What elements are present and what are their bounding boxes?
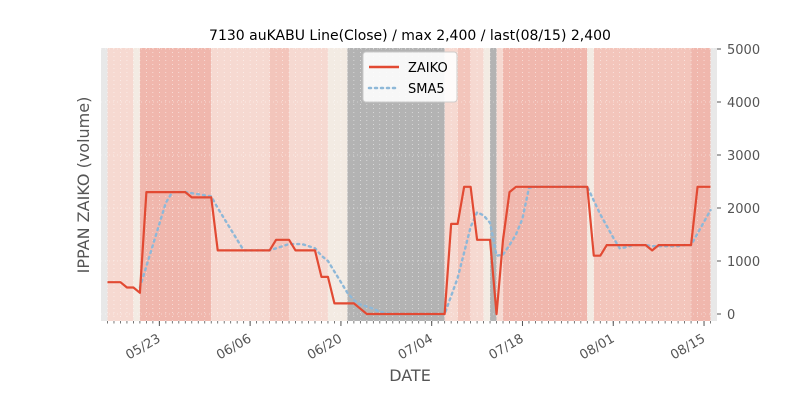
y-tick-label: 4000 bbox=[727, 96, 760, 111]
y-axis-ticks: 0 1000 2000 3000 4000 5000 bbox=[717, 43, 760, 323]
y-tick-label: 3000 bbox=[727, 149, 760, 164]
x-axis-label: DATE bbox=[389, 366, 431, 385]
background-band-18 bbox=[691, 48, 711, 321]
background-band-4 bbox=[211, 48, 270, 321]
background-band-12 bbox=[483, 48, 491, 321]
legend-label-sma5: SMA5 bbox=[408, 82, 445, 97]
background-band-16 bbox=[587, 48, 594, 321]
background-band-2 bbox=[133, 48, 140, 321]
series-layer bbox=[107, 185, 712, 316]
y-tick-label: 1000 bbox=[727, 255, 760, 270]
y-tick-label: 2000 bbox=[727, 202, 760, 217]
background-band-13 bbox=[490, 48, 497, 321]
y-axis-label: IPPAN ZAIKO (volume) bbox=[74, 97, 93, 274]
background-band-15 bbox=[503, 48, 588, 321]
legend: ZAIKO SMA5 bbox=[362, 51, 458, 103]
background-bands bbox=[101, 48, 717, 321]
y-tick-label: 0 bbox=[727, 308, 735, 323]
background-band-0 bbox=[101, 48, 108, 321]
background-band-3 bbox=[139, 48, 212, 321]
grid-lines bbox=[101, 48, 717, 321]
background-band-17 bbox=[593, 48, 692, 321]
y-tick-label: 5000 bbox=[727, 43, 760, 58]
background-band-14 bbox=[496, 48, 504, 321]
legend-label-zaiko: ZAIKO bbox=[408, 61, 448, 76]
background-band-19 bbox=[710, 48, 717, 321]
background-band-7 bbox=[327, 48, 348, 321]
legend-box bbox=[362, 51, 458, 103]
chart-title: 7130 auKABU Line(Close) / max 2,400 / la… bbox=[209, 28, 611, 44]
background-band-5 bbox=[269, 48, 290, 321]
series-line-zaiko bbox=[107, 185, 711, 316]
